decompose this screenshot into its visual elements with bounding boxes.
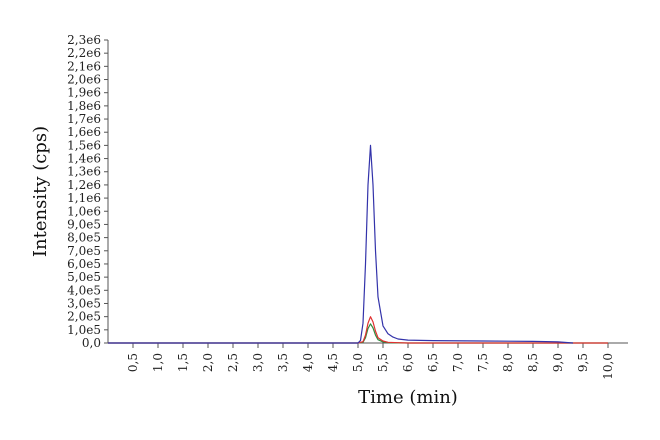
x-tick-label: 3,0 xyxy=(251,353,265,372)
series-line xyxy=(108,144,574,344)
x-tick-label: 8,5 xyxy=(526,353,540,372)
y-tick-label: 6,0e5 xyxy=(67,257,101,271)
x-axis-title: Time (min) xyxy=(358,387,458,408)
y-tick-label: 1,3e6 xyxy=(67,165,101,179)
y-tick-label: 5,0e5 xyxy=(67,270,101,284)
x-tick-label: 4,0 xyxy=(301,353,315,372)
y-tick-label: 2,3e6 xyxy=(67,33,101,47)
y-tick-label: 1,7e6 xyxy=(67,112,101,126)
y-tick-label: 8,0e5 xyxy=(67,231,101,245)
y-tick-label: 3,0e5 xyxy=(67,296,101,310)
x-tick-label: 6,0 xyxy=(401,353,415,372)
y-tick-label: 1,2e6 xyxy=(67,178,101,192)
x-tick-label: 1,5 xyxy=(176,353,190,372)
y-tick-label: 9,0e5 xyxy=(67,217,101,231)
x-tick-label: 4,5 xyxy=(326,353,340,372)
y-tick-label: 1,0e6 xyxy=(67,204,101,218)
y-tick-label: 1,1e6 xyxy=(67,191,101,205)
x-tick-label: 5,0 xyxy=(351,353,365,372)
y-tick-label: 4,0e5 xyxy=(67,283,101,297)
x-tick-label: 0,5 xyxy=(126,353,140,372)
y-tick-label: 7,0e5 xyxy=(67,244,101,258)
y-axis-ticks: 0,01,0e52,0e53,0e54,0e55,0e56,0e57,0e58,… xyxy=(67,33,108,350)
y-tick-label: 1,9e6 xyxy=(67,86,101,100)
y-tick-label: 1,5e6 xyxy=(67,138,101,152)
x-tick-label: 8,0 xyxy=(501,353,515,372)
y-axis-title: Intensity (cps) xyxy=(30,126,51,257)
x-tick-label: 5,5 xyxy=(376,353,390,372)
y-tick-label: 0,0 xyxy=(82,336,101,350)
y-tick-label: 2,0e5 xyxy=(67,310,101,324)
x-tick-label: 10,0 xyxy=(601,353,615,380)
y-tick-label: 1,4e6 xyxy=(67,152,101,166)
x-tick-label: 9,5 xyxy=(576,353,590,372)
x-tick-label: 6,5 xyxy=(426,353,440,372)
y-tick-label: 1,6e6 xyxy=(67,125,101,139)
series-line xyxy=(108,316,608,344)
y-tick-label: 2,0e6 xyxy=(67,73,101,87)
x-tick-label: 1,0 xyxy=(151,353,165,372)
series-group xyxy=(108,144,608,344)
y-tick-label: 2,2e6 xyxy=(67,46,101,60)
series-line xyxy=(108,323,608,344)
x-tick-label: 3,5 xyxy=(276,353,290,372)
x-tick-label: 2,5 xyxy=(226,353,240,372)
x-axis-ticks: 0,5 1,0 1,5 2,0 2,5 3,0 3,5 4,0 4,5 5,0 5,5 6,0 6,5 7… xyxy=(126,343,615,380)
x-tick-label: 2,0 xyxy=(201,353,215,372)
x-tick-label: 7,5 xyxy=(476,353,490,372)
y-tick-label: 1,0e5 xyxy=(67,323,101,337)
x-tick-label: 7,0 xyxy=(451,353,465,372)
y-tick-label: 2,1e6 xyxy=(67,59,101,73)
x-tick-label: 9,0 xyxy=(551,353,565,372)
y-tick-label: 1,8e6 xyxy=(67,99,101,113)
